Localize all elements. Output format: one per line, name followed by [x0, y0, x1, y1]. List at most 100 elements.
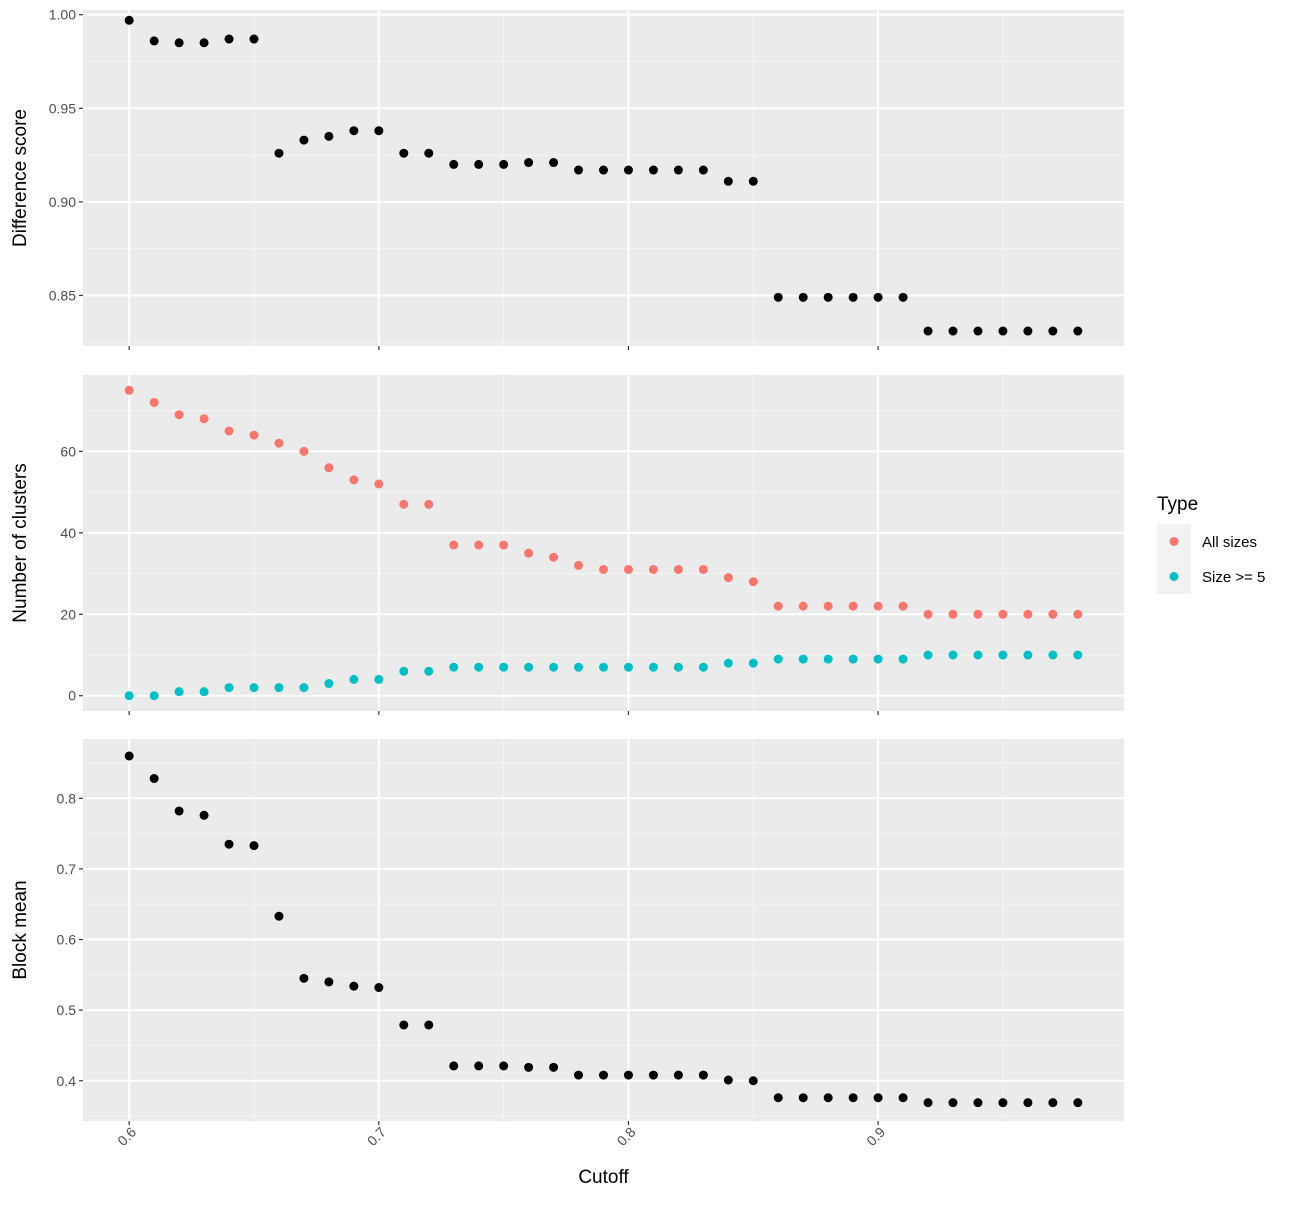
point-0.79: [599, 165, 608, 175]
point-all-sizes-0.91: [898, 601, 908, 611]
point-size-5-0.6: [124, 691, 134, 701]
point-0.71: [399, 1020, 409, 1030]
point-0.81: [648, 165, 658, 175]
point-size-5-0.7: [374, 674, 384, 684]
point-size-5-0.84: [723, 658, 733, 668]
point-0.65: [249, 841, 259, 851]
point-0.62: [174, 806, 184, 816]
legend-label: Size >= 5: [1202, 569, 1265, 586]
point-0.83: [698, 1070, 708, 1080]
point-0.83: [698, 165, 708, 175]
y-axis-title: Number of clusters: [10, 463, 31, 622]
point-0.66: [274, 148, 284, 158]
legend-key-all-sizes: [1169, 537, 1179, 546]
point-0.91: [898, 292, 908, 302]
point-0.76: [524, 1062, 534, 1072]
point-size-5-0.69: [349, 674, 359, 684]
point-size-5-0.98: [1073, 650, 1083, 660]
point-0.8: [623, 165, 633, 175]
point-size-5-0.67: [299, 683, 309, 693]
point-all-sizes-0.74: [474, 540, 484, 550]
point-size-5-0.93: [948, 650, 958, 660]
point-0.72: [424, 1020, 434, 1030]
point-0.74: [474, 159, 484, 169]
point-all-sizes-0.79: [599, 564, 608, 574]
point-0.74: [474, 1061, 484, 1071]
point-0.89: [848, 1093, 858, 1103]
point-size-5-0.77: [549, 662, 559, 672]
y-tick-label: 0.6: [57, 932, 77, 948]
point-0.61: [149, 36, 159, 46]
point-size-5-0.96: [1023, 650, 1033, 660]
point-0.93: [948, 326, 958, 336]
x-tick-label: 0.8: [614, 1124, 639, 1149]
point-size-5-0.94: [973, 650, 983, 660]
point-0.6: [124, 15, 134, 25]
panel-background: [83, 10, 1124, 346]
point-all-sizes-0.66: [274, 438, 284, 448]
point-0.66: [274, 911, 284, 921]
y-tick-label: 0.5: [57, 1002, 77, 1018]
point-0.78: [574, 1070, 584, 1080]
point-size-5-0.89: [848, 654, 858, 664]
point-size-5-0.85: [748, 658, 758, 668]
point-all-sizes-0.81: [648, 564, 658, 574]
panel-number-of-clusters: 0 20 40 60 Number of clusters: [10, 375, 1124, 715]
point-0.88: [823, 1093, 833, 1103]
y-tick-label: 40: [60, 525, 76, 541]
point-all-sizes-0.98: [1073, 609, 1083, 619]
point-0.86: [773, 1093, 783, 1103]
point-all-sizes-0.76: [524, 548, 534, 558]
point-0.82: [673, 165, 683, 175]
y-tick-label: 0.8: [57, 790, 77, 806]
point-size-5-0.97: [1048, 650, 1058, 660]
point-0.93: [948, 1098, 958, 1108]
point-0.98: [1073, 326, 1083, 336]
point-all-sizes-0.65: [249, 430, 259, 440]
point-size-5-0.83: [698, 662, 708, 672]
point-0.61: [149, 774, 159, 784]
point-0.77: [549, 1062, 559, 1072]
point-size-5-0.81: [648, 662, 658, 672]
x-axis-title: Cutoff: [578, 1167, 629, 1188]
point-size-5-0.86: [773, 654, 783, 664]
panel-background: [83, 739, 1124, 1121]
point-all-sizes-0.67: [299, 446, 309, 456]
point-0.94: [973, 326, 983, 336]
point-0.63: [199, 38, 209, 48]
point-all-sizes-0.8: [623, 564, 633, 574]
point-0.75: [499, 1061, 509, 1071]
point-0.87: [798, 292, 808, 302]
point-0.97: [1048, 1098, 1058, 1108]
point-0.78: [574, 165, 584, 175]
point-0.85: [748, 1076, 758, 1086]
point-all-sizes-0.61: [149, 397, 159, 407]
point-all-sizes-0.75: [499, 540, 509, 550]
y-tick-label: 0.4: [57, 1073, 77, 1089]
point-all-sizes-0.97: [1048, 609, 1058, 619]
point-all-sizes-0.82: [673, 564, 683, 574]
point-all-sizes-0.95: [998, 609, 1008, 619]
point-0.9: [873, 292, 883, 302]
y-tick-label: 60: [60, 443, 76, 459]
panel-block-mean: 0.4 0.5 0.6 0.7 0.8 Block mean: [10, 739, 1124, 1125]
point-0.8: [623, 1070, 633, 1080]
point-0.91: [898, 1093, 908, 1103]
point-size-5-0.95: [998, 650, 1008, 660]
point-0.76: [524, 158, 534, 168]
x-tick-label: 0.9: [863, 1124, 888, 1149]
point-size-5-0.92: [923, 650, 933, 660]
point-all-sizes-0.93: [948, 609, 958, 619]
panel-background: [83, 375, 1124, 711]
point-all-sizes-0.83: [698, 564, 708, 574]
point-0.9: [873, 1093, 883, 1103]
y-tick-label: 0.90: [49, 194, 76, 210]
point-all-sizes-0.78: [574, 560, 584, 570]
point-0.84: [723, 176, 733, 186]
point-0.68: [324, 131, 334, 141]
point-size-5-0.88: [823, 654, 833, 664]
point-all-sizes-0.64: [224, 426, 234, 436]
point-0.68: [324, 977, 334, 987]
point-size-5-0.72: [424, 666, 434, 676]
legend-label: All sizes: [1202, 534, 1257, 551]
